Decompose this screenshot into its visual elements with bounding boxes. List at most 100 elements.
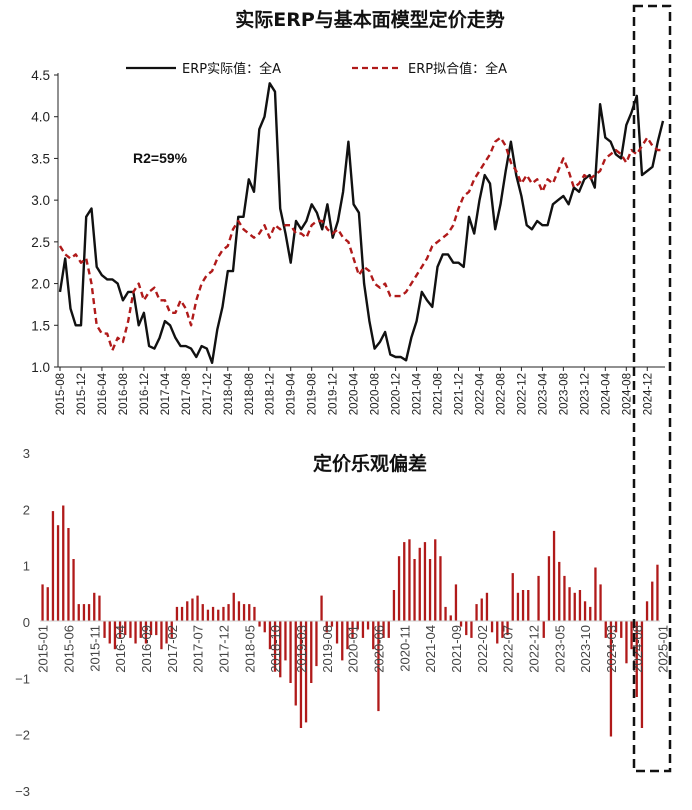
bias-bar bbox=[175, 606, 179, 621]
bias-bar bbox=[372, 621, 375, 650]
bias-bar bbox=[656, 564, 659, 621]
bias-bar bbox=[325, 621, 328, 633]
bias-bar bbox=[480, 598, 483, 621]
legend-fitted-label: ERP拟合值：全A bbox=[408, 61, 507, 77]
bias-bar bbox=[475, 604, 478, 621]
x-tick-label: 2017-07 bbox=[191, 625, 206, 673]
bias-bar bbox=[160, 621, 163, 650]
r2-annotation: R2=59% bbox=[133, 150, 188, 166]
y-tick-label: 2 bbox=[23, 502, 30, 517]
bias-bar bbox=[72, 559, 75, 621]
bias-bar bbox=[124, 621, 127, 636]
x-tick-label: 2021-09 bbox=[449, 625, 464, 673]
bias-bar bbox=[248, 604, 251, 621]
bias-bar bbox=[542, 621, 545, 638]
bias-bar bbox=[459, 621, 463, 627]
x-tick-label: 2016-08 bbox=[118, 373, 130, 415]
bias-bar bbox=[108, 621, 111, 644]
bias-bar bbox=[589, 606, 592, 621]
bias-bar bbox=[279, 621, 282, 678]
bias-bar bbox=[149, 621, 153, 636]
x-tick-label: 2017-12 bbox=[202, 373, 214, 415]
fitted-erp-line bbox=[58, 136, 663, 352]
line-chart-series bbox=[58, 82, 665, 364]
x-tick-label: 2016-04 bbox=[97, 372, 109, 415]
bias-bar bbox=[98, 595, 101, 621]
bias-bar bbox=[506, 621, 509, 636]
bar-chart-title: 定价乐观偏差 bbox=[313, 452, 427, 475]
bias-bar bbox=[573, 592, 576, 621]
bias-bar bbox=[470, 621, 473, 638]
x-tick-label: 2021-12 bbox=[454, 373, 466, 415]
bias-bar bbox=[268, 621, 272, 650]
bias-bar bbox=[614, 621, 618, 633]
bias-bar bbox=[490, 621, 494, 633]
x-tick-label: 2015-06 bbox=[61, 625, 76, 673]
x-tick-label: 2016-04 bbox=[113, 625, 128, 673]
bias-bar bbox=[516, 592, 520, 621]
bias-bar bbox=[620, 621, 623, 638]
bias-bar bbox=[289, 621, 292, 683]
bias-bar bbox=[392, 590, 396, 621]
x-tick-label: 2018-08 bbox=[244, 373, 256, 415]
x-tick-label: 2016-12 bbox=[139, 373, 151, 415]
bias-bar bbox=[604, 621, 607, 638]
x-tick-label: 2022-07 bbox=[501, 625, 516, 673]
line-chart-title: 实际ERP与基本面模型定价走势 bbox=[235, 8, 505, 31]
y-tick-label: 4.0 bbox=[31, 110, 50, 125]
actual-erp-line bbox=[58, 82, 665, 364]
bias-bar bbox=[635, 621, 638, 697]
bias-bar bbox=[227, 604, 230, 621]
x-tick-label: 2021-04 bbox=[423, 625, 438, 673]
x-tick-label: 2019-12 bbox=[328, 373, 340, 415]
bias-bar bbox=[418, 547, 421, 621]
bias-bar bbox=[341, 621, 344, 661]
bias-bar bbox=[191, 598, 194, 621]
bias-bar bbox=[263, 621, 266, 633]
x-tick-label: 2023-08 bbox=[558, 373, 570, 415]
bias-bar bbox=[387, 621, 390, 638]
x-tick-label: 2018-05 bbox=[242, 625, 257, 673]
bias-bar bbox=[186, 601, 189, 621]
bias-bar bbox=[552, 530, 556, 621]
bias-bar bbox=[315, 621, 318, 667]
bias-bar bbox=[356, 621, 359, 630]
bar-chart-bars bbox=[41, 505, 659, 737]
bias-bar bbox=[330, 621, 334, 627]
bias-bar bbox=[423, 542, 427, 621]
bar-chart-y-axis: −3 −2 −1 0 1 2 3 bbox=[15, 446, 30, 799]
bias-bar bbox=[222, 606, 225, 621]
x-tick-label: 2016-09 bbox=[139, 625, 154, 673]
bias-bar bbox=[397, 556, 401, 621]
bias-bar bbox=[320, 595, 323, 621]
bias-bar bbox=[465, 621, 468, 636]
bias-bar bbox=[180, 606, 184, 621]
bias-bar bbox=[56, 525, 60, 621]
bias-bar bbox=[67, 528, 70, 621]
bias-bar bbox=[310, 621, 313, 683]
x-tick-label: 2020-04 bbox=[349, 372, 361, 415]
x-tick-label: 2020-11 bbox=[397, 625, 412, 672]
bias-bar bbox=[93, 592, 96, 621]
bias-bar bbox=[630, 621, 633, 650]
x-tick-label: 2018-04 bbox=[223, 372, 235, 415]
x-tick-label: 2018-10 bbox=[268, 625, 283, 673]
bias-bar bbox=[568, 587, 571, 621]
bias-bar bbox=[408, 539, 411, 621]
legend: ERP实际值：全A ERP拟合值：全A bbox=[126, 61, 507, 77]
bias-bar bbox=[444, 606, 447, 621]
highlight-box bbox=[632, 4, 672, 773]
bias-bar bbox=[103, 621, 106, 638]
y-tick-label: 2.0 bbox=[31, 277, 50, 292]
bias-bar bbox=[578, 590, 582, 621]
bias-bar bbox=[428, 559, 432, 621]
bias-bar bbox=[496, 621, 499, 644]
bias-bar bbox=[346, 621, 349, 650]
bias-bar bbox=[253, 606, 256, 621]
bias-bar bbox=[594, 567, 597, 621]
bias-bar bbox=[547, 556, 551, 621]
bias-bar bbox=[51, 511, 55, 621]
bias-bar bbox=[599, 584, 602, 621]
bias-bar bbox=[134, 621, 137, 644]
y-tick-label: 1 bbox=[23, 559, 30, 574]
